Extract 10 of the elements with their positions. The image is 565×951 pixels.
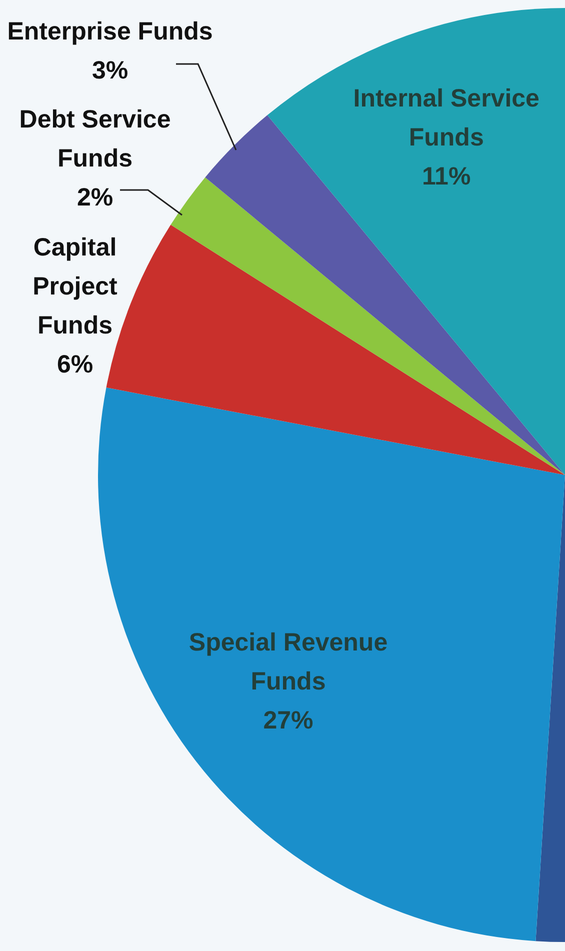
slice-label: Debt Service Funds [19, 105, 171, 172]
data-label: 3% [92, 56, 128, 84]
slice-label: Internal Service Funds [353, 84, 540, 152]
data-label: 11% [422, 162, 471, 190]
data-label: 27% [263, 706, 314, 735]
data-label: 2% [76, 183, 114, 212]
slice-label: Capital Project Funds [32, 233, 118, 340]
slice-label: Special Revenue Funds [188, 628, 388, 696]
data-label: 6% [56, 350, 94, 378]
slice-label: Enterprise Funds [7, 17, 213, 46]
